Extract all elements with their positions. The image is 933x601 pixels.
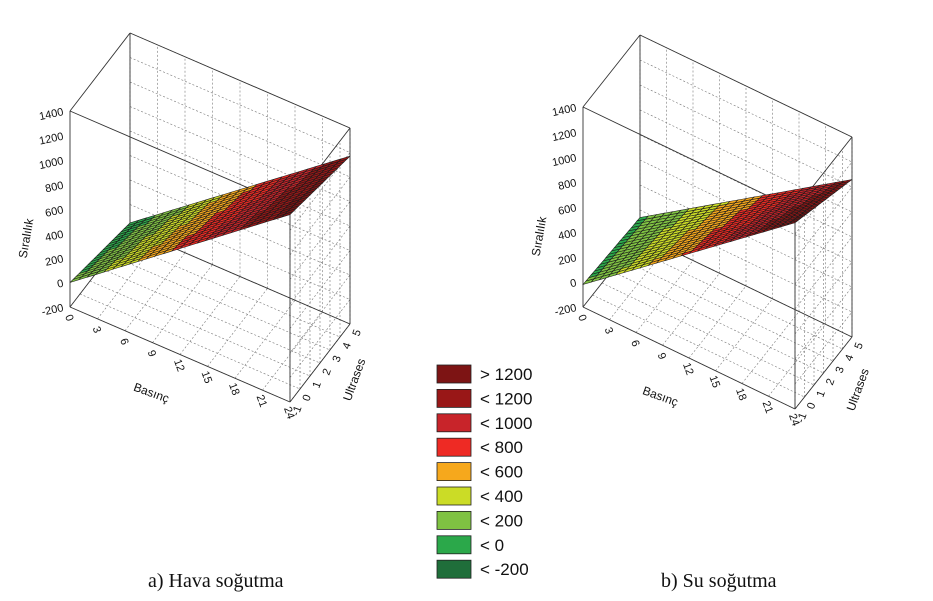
y-tick-label: 0 <box>300 393 313 403</box>
surface-chart-su: -200020040060080010001200140024211815129… <box>529 34 872 428</box>
z-tick-label: 0 <box>569 277 577 290</box>
legend-label: < 400 <box>480 487 523 506</box>
y-tick-label: 5 <box>350 328 363 338</box>
z-tick-label: 1400 <box>38 106 64 123</box>
y-tick-label: 4 <box>340 341 353 351</box>
z-tick-label: 600 <box>44 204 64 220</box>
x-tick-label: 24 <box>786 412 801 428</box>
y-axis-label: Ultrases <box>340 357 368 403</box>
legend-swatch <box>436 486 472 506</box>
x-axis-label: Basınç <box>641 383 680 409</box>
y-tick-label: 3 <box>330 354 343 364</box>
x-axis-label: Basınç <box>132 380 171 406</box>
z-tick-label: 400 <box>557 227 577 243</box>
z-tick-label: 800 <box>44 180 64 196</box>
z-tick-label: 200 <box>557 252 577 268</box>
y-tick-label: 2 <box>824 377 837 387</box>
z-tick-label: 1200 <box>551 127 577 144</box>
surface-chart-hava: -200020040060080010001200140024211815129… <box>16 32 368 421</box>
y-axis-label: Ultrases <box>844 367 872 413</box>
y-tick-label: 1 <box>814 389 827 399</box>
legend-label: < -200 <box>480 560 529 579</box>
legend-swatch <box>436 462 472 482</box>
x-tick-label: 9 <box>655 351 668 361</box>
z-tick-label: 1000 <box>38 155 64 172</box>
x-tick-label: 21 <box>254 393 269 409</box>
x-tick-label: 24 <box>281 405 296 421</box>
z-tick-label: 200 <box>44 253 64 269</box>
x-tick-label: 3 <box>602 326 615 336</box>
legend-swatch <box>436 535 472 555</box>
x-tick-label: 12 <box>680 361 695 377</box>
x-tick-label: 0 <box>62 313 75 323</box>
legend-label: < 0 <box>480 536 504 555</box>
x-tick-label: 18 <box>733 387 748 403</box>
legend-label: < 800 <box>480 438 523 457</box>
legend-label: < 600 <box>480 463 523 482</box>
z-axis-label: Sıralılık <box>16 216 37 259</box>
legend-swatch <box>436 510 472 530</box>
z-tick-label: 0 <box>56 278 64 291</box>
caption-a: a) Hava soğutma <box>148 570 284 592</box>
x-tick-label: 6 <box>628 339 641 349</box>
caption-b: b) Su soğutma <box>661 570 777 592</box>
legend-swatch <box>436 437 472 457</box>
color-legend: > 1200 < 1200 < 1000 < 800 < 600 < 400 < 200 < … <box>436 364 532 579</box>
floor-grid <box>69 228 351 403</box>
x-tick-label: 21 <box>760 399 775 415</box>
y-tick-label: -1 <box>290 404 305 417</box>
z-tick-label: 800 <box>557 177 577 193</box>
x-tick-label: 15 <box>199 370 214 386</box>
z-tick-label: 1400 <box>551 102 577 119</box>
y-tick-label: 2 <box>320 367 333 377</box>
z-tick-label: 1000 <box>551 152 577 169</box>
z-tick-label: 1200 <box>38 131 64 148</box>
legend-label: > 1200 <box>480 365 532 384</box>
z-tick-label: 400 <box>44 229 64 245</box>
y-tick-label: 1 <box>310 380 323 390</box>
x-tick-label: 3 <box>90 325 103 335</box>
axis-box <box>582 34 853 410</box>
surface-cell <box>582 278 595 286</box>
x-tick-label: 15 <box>707 374 722 390</box>
x-tick-label: 0 <box>575 313 588 323</box>
legend-label: < 1000 <box>480 414 532 433</box>
x-tick-label: 12 <box>171 358 186 374</box>
z-tick-label: -200 <box>41 302 65 318</box>
y-tick-label: 0 <box>805 401 818 411</box>
surface-mesh <box>582 179 853 286</box>
surface-cell <box>69 276 82 283</box>
y-tick-label: 4 <box>843 353 856 363</box>
z-axis-label: Sıralılık <box>529 214 550 257</box>
legend-label: < 200 <box>480 511 523 530</box>
legend-swatch <box>436 559 472 579</box>
y-tick-label: 5 <box>852 341 865 351</box>
y-tick-label: 3 <box>833 365 846 375</box>
z-tick-label: 600 <box>557 202 577 218</box>
z-tick-label: -200 <box>554 302 578 318</box>
legend-swatch <box>436 388 472 408</box>
legend-swatch <box>436 413 472 433</box>
tick-labels: -200020040060080010001200140024211815129… <box>38 106 364 421</box>
x-tick-label: 9 <box>145 349 158 359</box>
surface-mesh <box>69 155 351 283</box>
y-tick-label: -1 <box>795 411 810 424</box>
x-tick-label: 6 <box>117 337 130 347</box>
legend-label: < 1200 <box>480 389 532 408</box>
legend-swatch <box>436 364 472 384</box>
x-tick-label: 18 <box>226 381 241 397</box>
tick-labels: -200020040060080010001200140024211815129… <box>551 102 866 428</box>
